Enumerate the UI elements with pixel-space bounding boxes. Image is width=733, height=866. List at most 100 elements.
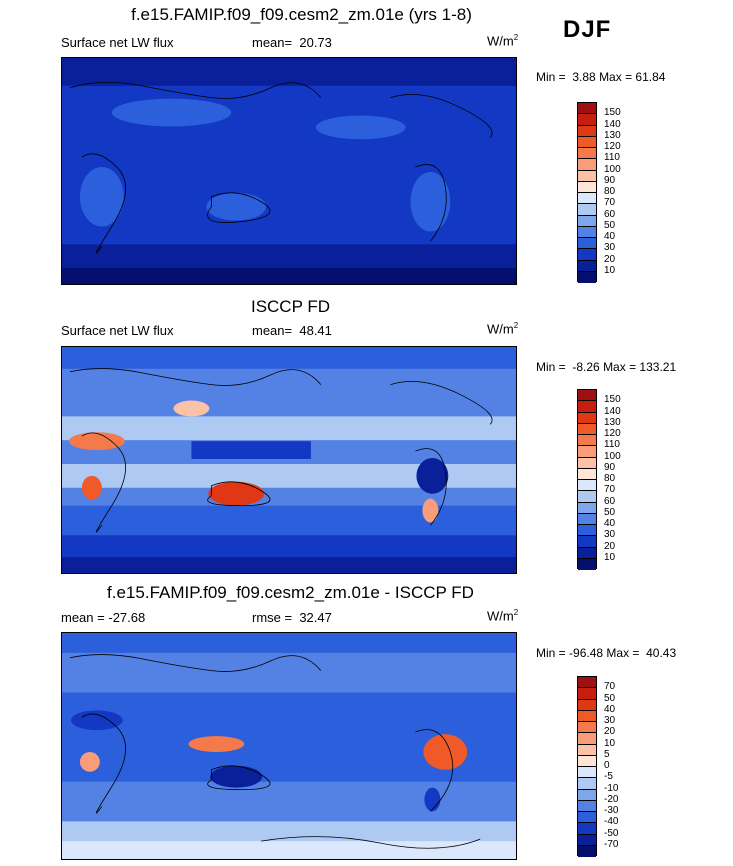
colorbar-swatch [578, 390, 596, 402]
panel3-mean: mean = -27.68 [61, 610, 146, 625]
panel1-coastline-samerica [415, 164, 447, 242]
colorbar-swatch [578, 536, 596, 548]
colorbar-tick-label: 110 [604, 152, 620, 164]
colorbar-swatch [578, 468, 596, 480]
colorbar-swatch [578, 502, 596, 514]
colorbar-swatch [578, 423, 596, 435]
panel1-coastline-africa [81, 153, 127, 254]
panel2-subtropic-band-s [62, 463, 516, 488]
colorbar-swatch [578, 845, 596, 857]
colorbar-tick-label: 140 [604, 405, 621, 417]
colorbar-tick-label: 10 [604, 264, 616, 276]
colorbar-swatch [578, 170, 596, 182]
colorbar-swatch [578, 823, 596, 835]
colorbar-tick-label: -40 [604, 816, 619, 828]
colorbar-tick-label: 130 [604, 129, 621, 141]
colorbar-swatch [578, 834, 596, 846]
panel2-title: ISCCP FD [250, 297, 331, 316]
panel2-arctic-band [62, 347, 516, 369]
panel3-units: W/m2 [487, 608, 519, 624]
colorbar-tick-label: 40 [604, 703, 616, 715]
panel3-minmax: Min = -96.48 Max = 40.43 [536, 646, 677, 660]
colorbar-tick-label: -20 [604, 793, 619, 805]
colorbar-tick-label: 90 [604, 174, 616, 186]
colorbar-tick-label: 40 [604, 518, 616, 529]
colorbar-tick-label: 40 [604, 231, 616, 242]
panel2-safrica-hot [81, 475, 102, 500]
panel3-midlat-band-s [62, 781, 516, 822]
colorbar-tick-label: 120 [604, 428, 621, 439]
panel2-coastline-africa [81, 432, 127, 533]
panel2-australia-hot [208, 481, 265, 506]
colorbar-swatch [578, 193, 596, 205]
colorbar-swatch [578, 271, 596, 283]
colorbar-swatch [578, 435, 596, 447]
colorbar-swatch [578, 159, 596, 171]
panel1-minmax: Min = 3.88 Max = 61.84 [536, 70, 666, 84]
panel1-colorbar [577, 102, 597, 283]
panel1-australia-field [206, 192, 267, 221]
panel1-asia-field [111, 98, 232, 127]
colorbar-swatch [578, 260, 596, 272]
colorbar-tick-label: -30 [604, 805, 619, 816]
panel3-coastline-antarctica [261, 836, 481, 849]
colorbar-tick-label: -10 [604, 782, 619, 794]
panel1-mean: mean= 20.73 [252, 35, 332, 50]
colorbar-tick-label: 10 [604, 551, 616, 563]
colorbar-tick-label: 80 [604, 473, 616, 484]
panel3-sahara-cold [70, 710, 123, 731]
colorbar-tick-label: 100 [604, 163, 621, 175]
panel1-polar-band [62, 268, 516, 284]
colorbar-swatch [578, 733, 596, 745]
colorbar-tick-label: 20 [604, 253, 616, 265]
panel1-pacific-field [315, 115, 406, 140]
panel2-subtropic-band-n [62, 416, 516, 441]
panel3-rmse: rmse = 32.47 [252, 610, 332, 625]
colorbar-tick-label: 50 [604, 506, 616, 518]
colorbar-swatch [578, 204, 596, 216]
colorbar-swatch [578, 767, 596, 779]
colorbar-tick-label: -50 [604, 827, 619, 839]
colorbar-tick-label: 30 [604, 242, 616, 254]
panel3-amazon-warm [423, 734, 468, 770]
colorbar-swatch [578, 789, 596, 801]
panel3-midlat-band-n [62, 652, 516, 693]
panel1-samerica-field [410, 171, 451, 232]
panel2-units: W/m2 [487, 321, 519, 337]
panel2-minmax: Min = -8.26 Max = 133.21 [536, 360, 677, 374]
panel3-coastline-samerica [415, 729, 454, 812]
colorbar-tick-label: 110 [604, 439, 620, 451]
colorbar-swatch [578, 136, 596, 148]
colorbar-swatch [578, 148, 596, 160]
colorbar-tick-label: 150 [604, 394, 621, 406]
panel2-colorbar [577, 389, 597, 570]
colorbar-swatch [578, 755, 596, 767]
panel2-sahara-hot [68, 432, 125, 451]
colorbar-tick-label: 10 [604, 737, 616, 749]
colorbar-swatch [578, 215, 596, 227]
panel2-coastline-australia [207, 481, 271, 506]
colorbar-swatch [578, 744, 596, 756]
panel1-coastline-north [69, 81, 322, 99]
colorbar-swatch [578, 688, 596, 700]
colorbar-swatch [578, 480, 596, 492]
panel2-mean: mean= 48.41 [252, 323, 332, 338]
panel2-warmpool [191, 441, 311, 460]
colorbar-tick-label: -5 [604, 771, 613, 783]
colorbar-tick-label: 70 [604, 197, 616, 209]
colorbar-swatch [578, 226, 596, 238]
colorbar-swatch [578, 800, 596, 812]
colorbar-swatch [578, 558, 596, 570]
colorbar-tick-label: 70 [604, 484, 616, 496]
colorbar-swatch [578, 412, 596, 424]
colorbar-tick-label: 120 [604, 141, 621, 152]
panel2-coastline-namerica [390, 380, 493, 425]
panel2-polar-band [62, 557, 516, 573]
colorbar-tick-label: -70 [604, 838, 619, 850]
panel2-coastline-samerica [415, 448, 447, 526]
colorbar-swatch [578, 778, 596, 790]
panel3-coastline-africa [81, 713, 127, 814]
colorbar-tick-label: 140 [604, 118, 621, 130]
colorbar-swatch [578, 677, 596, 689]
colorbar-tick-label: 90 [604, 461, 616, 473]
